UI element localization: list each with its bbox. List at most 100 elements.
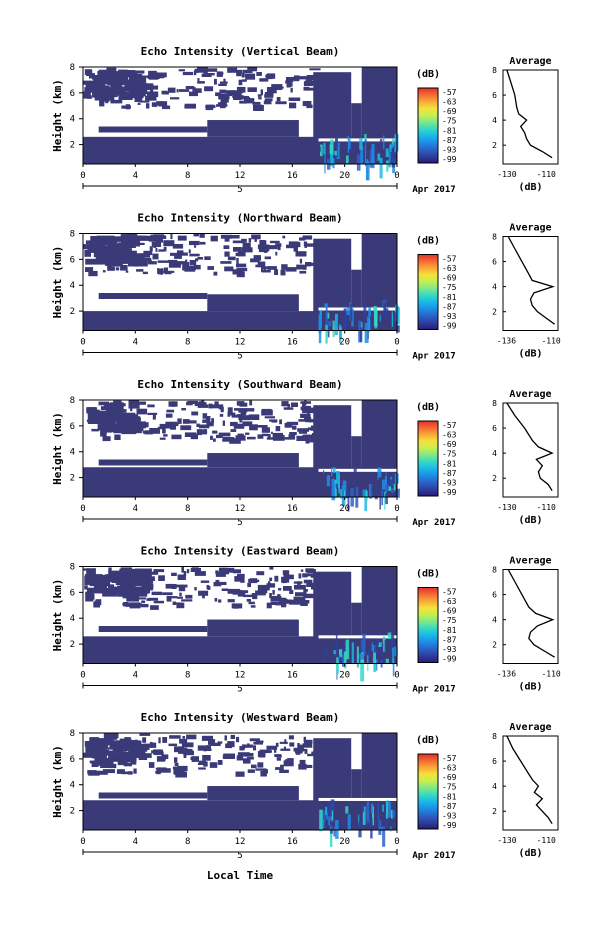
echo-cell bbox=[163, 434, 168, 437]
echo-cell bbox=[108, 259, 123, 267]
echo-cell bbox=[181, 599, 193, 602]
echo-cell bbox=[132, 753, 152, 758]
strong-echo bbox=[371, 642, 373, 651]
echo-cell bbox=[189, 260, 197, 266]
echo-cell bbox=[224, 251, 230, 257]
average-title: Average bbox=[509, 556, 551, 567]
echo-cell bbox=[300, 401, 311, 404]
echo-cell bbox=[257, 584, 270, 591]
colorbar bbox=[417, 87, 439, 164]
echo-cell bbox=[157, 268, 160, 274]
strong-echo bbox=[387, 800, 389, 807]
strong-echo bbox=[349, 143, 353, 152]
average-y-tick-label: 6 bbox=[492, 591, 497, 600]
echo-cell bbox=[141, 75, 151, 78]
echo-cell bbox=[197, 78, 200, 82]
echo-cell bbox=[267, 434, 271, 439]
echo-cell bbox=[95, 599, 102, 606]
average-x-tick-label: -110 bbox=[541, 337, 560, 346]
mid-layer bbox=[207, 619, 299, 637]
panel-3: Echo Intensity (Southward Beam) 8 6 4 2 Heigh… bbox=[51, 378, 559, 528]
echo-cell bbox=[149, 428, 160, 434]
echo-cell bbox=[230, 429, 237, 432]
echo-cell bbox=[273, 435, 285, 441]
x-tick-label: 12 bbox=[235, 671, 246, 681]
echo-cell bbox=[152, 414, 156, 420]
echo-cell bbox=[281, 401, 289, 407]
strong-echo bbox=[343, 308, 347, 330]
echo-cell bbox=[238, 415, 250, 421]
echo-cell bbox=[149, 87, 154, 94]
echo-cell bbox=[139, 591, 148, 597]
echo-cell bbox=[282, 570, 290, 575]
echo-cell bbox=[195, 258, 199, 262]
echo-cell bbox=[163, 270, 175, 273]
echo-cell bbox=[137, 102, 141, 105]
average-y-tick-label: 2 bbox=[492, 641, 497, 650]
echo-cell bbox=[307, 569, 316, 574]
echo-cell bbox=[288, 434, 296, 440]
echo-cell bbox=[256, 571, 265, 576]
strong-echo bbox=[372, 806, 374, 826]
strong-echo bbox=[326, 475, 330, 487]
echo-cell bbox=[230, 734, 235, 739]
echo-cell bbox=[303, 265, 307, 270]
echo-cell bbox=[197, 745, 206, 751]
echo-cell bbox=[287, 758, 294, 761]
strong-echo bbox=[347, 139, 351, 149]
y-tick-label: 8 bbox=[70, 396, 75, 406]
strong-echo bbox=[349, 303, 353, 322]
x-tick-label: 20 bbox=[339, 671, 350, 681]
echo-cell bbox=[241, 744, 246, 750]
strong-echo bbox=[369, 319, 371, 331]
echo-cell bbox=[134, 70, 145, 74]
echo-cell bbox=[204, 256, 211, 260]
echo-cell bbox=[83, 244, 88, 250]
y-tick-label: 6 bbox=[70, 588, 75, 598]
colorbar-tick-label: -63 bbox=[442, 431, 457, 440]
echo-cell bbox=[84, 249, 91, 257]
heatmap-field bbox=[83, 566, 398, 682]
echo-cell bbox=[276, 757, 281, 761]
strong-echo bbox=[385, 658, 389, 663]
echo-cell bbox=[193, 70, 197, 76]
echo-cell bbox=[227, 599, 235, 603]
panel-2: Echo Intensity (Northward Beam) 8 6 4 2 Heigh… bbox=[51, 212, 561, 362]
echo-cell bbox=[174, 253, 182, 259]
echo-cell bbox=[302, 743, 313, 748]
echo-cell bbox=[177, 765, 188, 772]
echo-cell bbox=[163, 240, 175, 247]
strong-echo bbox=[374, 645, 378, 656]
echo-cell bbox=[286, 77, 294, 83]
strong-echo bbox=[378, 467, 382, 478]
echo-cell bbox=[280, 764, 284, 770]
echo-cell bbox=[236, 736, 240, 743]
echo-cell bbox=[180, 425, 192, 431]
echo-cell bbox=[239, 418, 243, 423]
echo-cell bbox=[277, 244, 281, 251]
echo-cell bbox=[165, 583, 174, 589]
y-tick-label: 4 bbox=[70, 448, 75, 458]
echo-cell bbox=[129, 235, 147, 240]
echo-cell bbox=[261, 409, 273, 416]
strong-echo bbox=[324, 303, 328, 308]
echo-cell bbox=[111, 89, 118, 95]
echo-cell bbox=[96, 770, 108, 775]
convective-block-2 bbox=[361, 67, 397, 164]
echo-cell bbox=[201, 735, 213, 741]
y-axis-label: Height (km) bbox=[51, 579, 64, 652]
strong-echo bbox=[343, 651, 347, 669]
echo-cell bbox=[223, 78, 226, 83]
strong-echo bbox=[333, 826, 336, 837]
echo-cell bbox=[177, 250, 184, 255]
echo-cell bbox=[104, 236, 123, 242]
echo-cell bbox=[277, 594, 281, 599]
colorbar-tick-label: -81 bbox=[442, 126, 457, 135]
x-tick-label: 20 bbox=[339, 171, 350, 181]
colorbar-tick-label: -81 bbox=[442, 792, 457, 801]
strong-echo bbox=[391, 152, 396, 168]
echo-cell bbox=[310, 436, 316, 443]
date-day-label: 5 bbox=[237, 851, 242, 861]
echo-cell bbox=[302, 403, 306, 408]
colorbar-tick-label: -93 bbox=[442, 645, 457, 654]
